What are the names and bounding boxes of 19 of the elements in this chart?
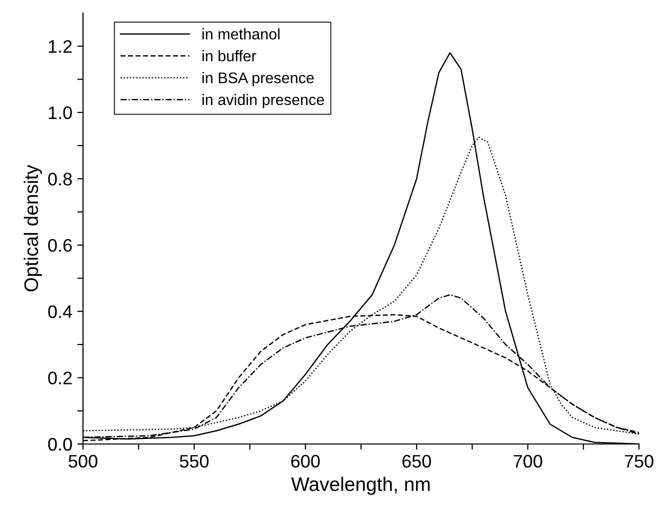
legend-label: in BSA presence [202, 72, 314, 86]
x-tick-label: 600 [291, 454, 320, 468]
y-tick-label: 0.0 [48, 438, 72, 451]
x-tick-label: 500 [68, 454, 98, 468]
legend-label: in avidin presence [202, 94, 324, 108]
x-tick-label: 750 [624, 454, 654, 468]
x-tick-label: 550 [180, 454, 209, 468]
y-axis-title: Optical density [24, 164, 42, 292]
y-tick-label: 1.2 [48, 40, 72, 53]
legend-label: in methanol [202, 28, 280, 40]
y-tick-label: 0.8 [48, 172, 72, 186]
x-tick-label: 700 [514, 454, 542, 468]
y-tick-label: 1.0 [48, 106, 72, 120]
y-tick-label: 0.2 [48, 372, 72, 384]
legend-label: in buffer [202, 50, 256, 62]
y-tick-label: 0.6 [48, 239, 72, 252]
x-axis-title: Wavelength, nm [291, 476, 430, 495]
x-tick-label: 650 [402, 454, 431, 468]
y-tick-label: 0.4 [48, 305, 72, 318]
